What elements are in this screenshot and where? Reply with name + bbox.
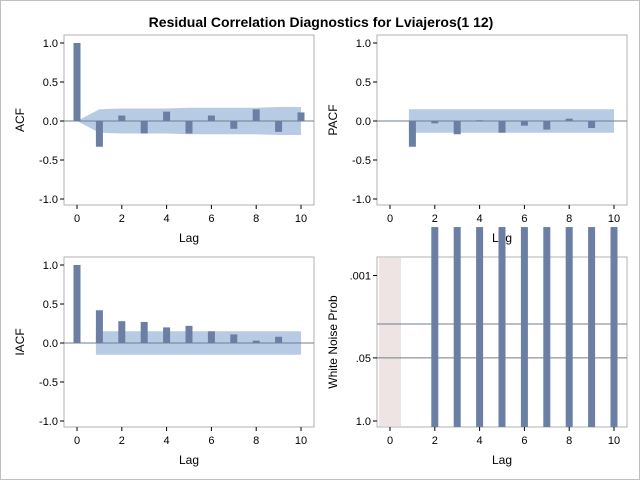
y-tick-label: 0.5 bbox=[43, 299, 58, 311]
iacf-bar-lag-2 bbox=[118, 321, 126, 343]
x-tick-label: 6 bbox=[521, 213, 527, 225]
acf-y-axis-label: ACF bbox=[13, 108, 27, 132]
white-noise-bar-lag-9 bbox=[588, 227, 596, 427]
acf-bar-lag-2 bbox=[118, 115, 126, 121]
white-noise-bar-lag-7 bbox=[543, 227, 551, 427]
acf-bar-lag-0 bbox=[73, 43, 81, 121]
white-noise-bar-lag-8 bbox=[565, 227, 573, 427]
y-tick-label: .001 bbox=[350, 271, 371, 283]
pacf-y-axis-label: PACF bbox=[326, 104, 340, 135]
x-tick-label: 4 bbox=[164, 213, 170, 225]
x-tick-label: 8 bbox=[253, 435, 259, 447]
x-tick-label: 6 bbox=[208, 213, 214, 225]
iacf-y-axis-label: IACF bbox=[13, 328, 27, 355]
x-tick-label: 6 bbox=[521, 435, 527, 447]
white-noise-bar-lag-6 bbox=[520, 227, 528, 427]
y-tick-label: -0.5 bbox=[39, 377, 58, 389]
x-tick-label: 0 bbox=[387, 435, 393, 447]
x-tick-label: 10 bbox=[608, 435, 620, 447]
y-tick-label: -0.5 bbox=[39, 155, 58, 167]
y-tick-label: 0.0 bbox=[356, 116, 371, 128]
iacf-bar-lag-7 bbox=[230, 334, 238, 343]
acf-bar-lag-4 bbox=[163, 111, 171, 121]
x-tick-label: 6 bbox=[208, 435, 214, 447]
x-tick-label: 2 bbox=[432, 435, 438, 447]
white-noise-bar-lag-2 bbox=[431, 227, 439, 427]
iacf-bar-lag-0 bbox=[73, 265, 81, 343]
iacf-bar-lag-3 bbox=[140, 321, 148, 343]
pacf-bar-lag-1 bbox=[408, 121, 416, 147]
acf-bar-lag-10 bbox=[297, 112, 305, 121]
pacf-bar-lag-7 bbox=[543, 121, 551, 130]
acf-bar-lag-3 bbox=[140, 121, 148, 134]
white-noise-bar-lag-10 bbox=[610, 227, 618, 427]
x-tick-label: 8 bbox=[253, 213, 259, 225]
iacf-bar-lag-4 bbox=[163, 327, 171, 343]
pacf-bar-lag-3 bbox=[453, 121, 461, 135]
x-tick-label: 4 bbox=[164, 435, 170, 447]
x-tick-label: 2 bbox=[119, 213, 125, 225]
white-noise-panel: .001 .05 1.0 0 2 4 6 8 10 Lag White Noise Prob bbox=[326, 227, 628, 467]
y-tick-label: 0.5 bbox=[356, 77, 371, 89]
y-tick-label: -1.0 bbox=[352, 194, 371, 206]
x-tick-label: 4 bbox=[477, 213, 483, 225]
x-tick-label: 0 bbox=[74, 435, 80, 447]
iacf-bar-lag-6 bbox=[207, 331, 215, 343]
y-tick-label: .05 bbox=[356, 353, 371, 365]
pacf-bar-lag-9 bbox=[588, 121, 596, 129]
white-noise-bar-lag-5 bbox=[498, 227, 506, 427]
pacf-bar-lag-2 bbox=[431, 121, 439, 124]
iacf-x-axis-label: Lag bbox=[179, 453, 199, 467]
y-tick-label: 1.0 bbox=[356, 38, 371, 50]
x-tick-label: 8 bbox=[566, 213, 572, 225]
y-tick-label: 0.0 bbox=[43, 116, 58, 128]
pacf-panel: 1.00.50.0-0.5-1.00246810LagPACF bbox=[326, 34, 628, 245]
white-noise-lag0-band bbox=[379, 258, 401, 426]
white-noise-x-axis-label: Lag bbox=[492, 453, 512, 467]
x-tick-label: 0 bbox=[387, 213, 393, 225]
acf-panel: 1.0 0.5 0.0 -0.5 -1.0 0 2 4 6 8 10 Lag ACF bbox=[13, 34, 315, 245]
x-tick-label: 2 bbox=[119, 435, 125, 447]
pacf-bar-lag-8 bbox=[565, 118, 573, 121]
iacf-bar-lag-1 bbox=[95, 310, 103, 343]
x-tick-label: 4 bbox=[477, 435, 483, 447]
x-tick-label: 2 bbox=[432, 213, 438, 225]
x-tick-label: 10 bbox=[295, 435, 307, 447]
y-tick-label: -1.0 bbox=[39, 416, 58, 428]
pacf-bar-lag-5 bbox=[498, 121, 506, 133]
y-tick-label: -0.5 bbox=[352, 155, 371, 167]
acf-bar-lag-7 bbox=[230, 121, 238, 129]
y-tick-label: 0.5 bbox=[43, 77, 58, 89]
acf-bar-lag-8 bbox=[252, 109, 260, 121]
white-noise-bar-lag-3 bbox=[453, 227, 461, 427]
x-tick-label: 10 bbox=[608, 213, 620, 225]
iacf-bar-lag-9 bbox=[275, 336, 283, 343]
chart-title: Residual Correlation Diagnostics for Lvi… bbox=[149, 14, 494, 30]
y-tick-label: 1.0 bbox=[43, 38, 58, 50]
acf-bar-lag-9 bbox=[275, 121, 283, 132]
white-noise-bar-lag-4 bbox=[476, 227, 484, 427]
acf-x-axis-label: Lag bbox=[179, 231, 199, 245]
x-tick-label: 0 bbox=[74, 213, 80, 225]
iacf-bar-lag-8 bbox=[252, 340, 260, 343]
iacf-bar-lag-5 bbox=[185, 325, 193, 343]
y-tick-label: 1.0 bbox=[356, 416, 371, 428]
acf-bar-lag-5 bbox=[185, 121, 193, 134]
pacf-bar-lag-6 bbox=[520, 121, 528, 126]
acf-bar-lag-1 bbox=[95, 121, 103, 147]
y-tick-label: -1.0 bbox=[39, 194, 58, 206]
x-tick-label: 8 bbox=[566, 435, 572, 447]
y-tick-label: 1.0 bbox=[43, 260, 58, 272]
pacf-bar-lag-4 bbox=[476, 120, 484, 122]
acf-bar-lag-6 bbox=[207, 115, 215, 121]
y-tick-label: 0.0 bbox=[43, 338, 58, 350]
x-tick-label: 10 bbox=[295, 213, 307, 225]
iacf-panel: 1.0 0.5 0.0 -0.5 -1.0 0 2 4 6 8 10 Lag IACF bbox=[13, 256, 315, 467]
white-noise-y-axis-label: White Noise Prob bbox=[326, 295, 340, 389]
